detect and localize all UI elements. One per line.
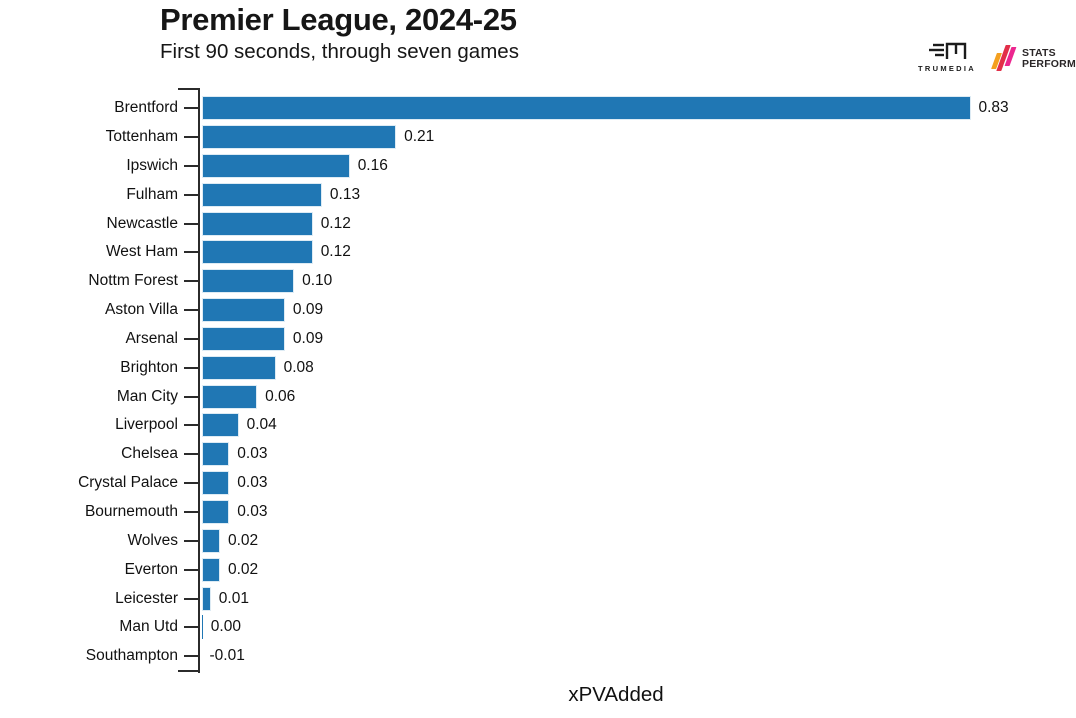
value-label: 0.10: [302, 272, 333, 290]
category-label: Everton: [124, 560, 178, 578]
y-axis-tick: [183, 366, 198, 369]
category-label: Bournemouth: [84, 503, 178, 520]
y-axis-tick: [183, 424, 198, 427]
value-label: 0.08: [283, 358, 314, 376]
y-axis-tick: [183, 222, 198, 225]
value-label: 0.12: [320, 243, 351, 261]
bar: [201, 384, 258, 409]
chart-title: Premier League, 2024-25: [160, 2, 517, 37]
bar: [201, 269, 295, 294]
bar: [201, 528, 220, 553]
value-label: 0.02: [228, 531, 259, 549]
category-label: Crystal Palace: [78, 474, 178, 492]
stats-perform-wordmark: STATS PERFORM: [1022, 46, 1076, 71]
bar: [201, 615, 203, 640]
category-label: Liverpool: [115, 416, 178, 434]
value-label: 0.83: [978, 99, 1009, 117]
value-label: 0.12: [320, 214, 351, 232]
y-axis-tick: [183, 482, 198, 485]
bar: [201, 471, 230, 496]
bar: [201, 586, 211, 611]
y-axis-tick: [183, 251, 198, 254]
value-label: 0.04: [246, 416, 277, 434]
bar: [201, 153, 350, 178]
value-label: 0.13: [329, 185, 361, 203]
category-label: Tottenham: [105, 128, 178, 145]
y-axis-tick: [183, 309, 198, 312]
category-label: Fulham: [126, 185, 178, 203]
value-label: 0.03: [237, 503, 268, 520]
category-label: Brighton: [120, 358, 178, 376]
value-label: 0.06: [265, 387, 296, 405]
chart-subtitle: First 90 seconds, through seven games: [160, 40, 519, 63]
y-axis-tick: [183, 280, 198, 283]
value-label: 0.09: [292, 301, 324, 319]
y-axis-tick: [183, 193, 198, 196]
category-label: Aston Villa: [105, 301, 178, 319]
trumedia-logo: TRUMEDIA: [914, 42, 980, 73]
value-label: 0.02: [228, 560, 259, 578]
y-axis-tick: [183, 568, 198, 571]
value-label: 0.03: [237, 474, 268, 492]
stats-perform-line2: PERFORM: [1022, 58, 1076, 70]
value-label: 0.01: [218, 589, 249, 607]
bar: [201, 240, 313, 265]
y-axis-tick: [183, 453, 198, 456]
y-axis-tick: [183, 626, 198, 629]
y-axis-tick: [183, 395, 198, 398]
category-label: Southampton: [85, 647, 178, 665]
stats-perform-logo: STATS PERFORM: [991, 42, 1076, 74]
bar: [201, 557, 220, 582]
bar: [201, 500, 230, 524]
bar: [201, 182, 322, 207]
x-axis-title: xPVAdded: [568, 683, 664, 706]
category-label: Man City: [116, 387, 178, 405]
category-label: Arsenal: [125, 329, 178, 347]
category-label: Nottm Forest: [88, 272, 178, 290]
category-label: Ipswich: [126, 156, 178, 174]
category-label: Brentford: [114, 99, 178, 117]
category-label: Man Utd: [119, 618, 178, 636]
value-label: 0.21: [404, 128, 435, 145]
category-label: West Ham: [105, 243, 178, 261]
bar: [201, 413, 239, 438]
value-label: 0.00: [210, 618, 241, 636]
bar: [201, 125, 397, 149]
value-label: -0.01: [209, 647, 245, 665]
y-axis-tick: [183, 136, 198, 138]
bar: [201, 211, 313, 236]
y-axis-bottom-cap: [177, 670, 200, 673]
branding: TRUMEDIA STATS PERFORM: [914, 42, 1076, 74]
y-axis-tick: [183, 511, 198, 513]
y-axis-tick: [183, 539, 198, 542]
stats-perform-line1: STATS: [1022, 46, 1056, 59]
bar: [201, 442, 230, 467]
y-axis-tick: [183, 597, 198, 600]
y-axis-tick: [183, 164, 198, 167]
y-axis-spine: [197, 88, 200, 673]
trumedia-mark-icon: [929, 42, 967, 59]
category-label: Newcastle: [106, 214, 179, 232]
value-label: 0.03: [237, 445, 268, 463]
y-axis-tick: [183, 107, 198, 110]
bar: [201, 96, 971, 121]
y-axis-tick: [183, 337, 198, 340]
category-label: Chelsea: [121, 445, 178, 463]
y-axis-tick: [183, 655, 198, 658]
y-axis-top-cap: [177, 88, 200, 91]
trumedia-wordmark: TRUMEDIA: [918, 64, 976, 73]
bar: [201, 326, 285, 351]
bar: [201, 355, 276, 380]
category-label: Wolves: [127, 531, 178, 549]
value-label: 0.09: [292, 329, 324, 347]
bar: [201, 298, 285, 323]
value-label: 0.16: [357, 156, 388, 174]
category-label: Leicester: [115, 589, 178, 607]
